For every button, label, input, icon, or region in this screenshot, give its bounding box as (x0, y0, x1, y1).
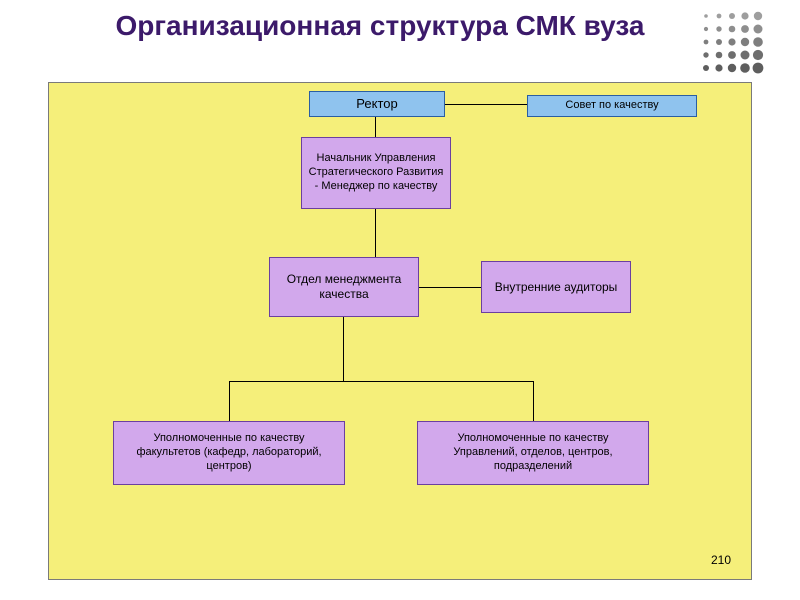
connector-line (445, 104, 527, 105)
node-strategic-dev-head: Начальник Управления Стратегического Раз… (301, 137, 451, 209)
diagram-canvas: Ректор Совет по качеству Начальник Управ… (48, 82, 752, 580)
node-department-reps: Уполномоченные по качеству Управлений, о… (417, 421, 649, 485)
slide-title: Организационная структура СМК вуза (80, 10, 680, 42)
node-quality-mgmt-dept: Отдел менеджмента качества (269, 257, 419, 317)
connector-line (533, 381, 534, 421)
node-internal-auditors: Внутренние аудиторы (481, 261, 631, 313)
node-rector: Ректор (309, 91, 445, 117)
connector-line (229, 381, 230, 421)
node-faculty-reps: Уполномоченные по качеству факультетов (… (113, 421, 345, 485)
connector-line (229, 381, 533, 382)
connector-line (375, 209, 376, 257)
connector-line (419, 287, 481, 288)
connector-line (343, 317, 344, 381)
node-quality-council: Совет по качеству (527, 95, 697, 117)
page-number: 210 (711, 553, 731, 567)
connector-line (375, 117, 376, 137)
